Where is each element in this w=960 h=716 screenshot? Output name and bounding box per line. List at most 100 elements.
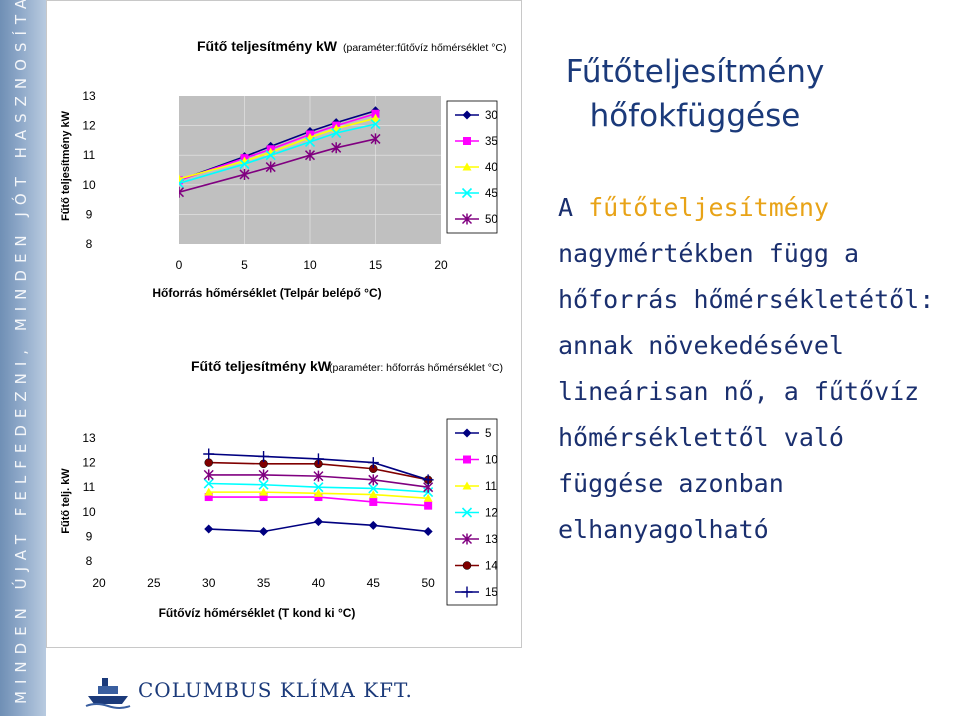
chart2-data-point [204,487,214,496]
chart1-data-point [179,178,185,189]
chart2-data-point [203,478,214,489]
slide-title: Fűtőteljesítmény hőfokfüggése [545,50,845,138]
chart1-data-point [179,186,185,198]
chart2-data-point [368,490,378,499]
chart1-data-point [331,142,342,154]
sidebar-banner: MINDEN ÚJAT FELFEDEZNI, MINDEN JÓT HASZN… [0,0,46,716]
chart2-legend-label: 14 [485,561,498,573]
chart1-series-45 [179,119,381,189]
chart2-y-axis-label: Fűtő telj. kW [60,468,72,534]
chart2-series-12 [203,478,434,498]
chart2-x-tick-label: 40 [312,576,326,590]
chart2-series-15 [203,448,434,486]
chart1-legend-marker [461,213,473,225]
chart2-legend-marker [462,428,472,438]
slide-title-line1: Fűtőteljesítmény [565,54,825,90]
chart2-data-point [259,526,269,536]
chart2-y-tick-label: 13 [82,431,96,445]
chart1-legend-marker [461,187,473,199]
chart1-legend-label: 40 [485,162,498,174]
chart1-x-tick-label: 0 [176,258,183,272]
chart2-y-tick-label: 8 [86,554,93,568]
chart1-data-point [239,168,250,180]
chart2-title: Fűtő teljesítmény kW [191,358,332,374]
chart1-data-point [370,133,381,145]
chart2-x-tick-label: 35 [257,576,271,590]
chart1-series-50 [179,133,381,198]
chart2-data-point [367,457,379,469]
chart2-x-tick-label: 25 [147,576,161,590]
chart2-data-point [258,479,269,490]
chart1-x-axis-label: Hőforrás hőmérséklet (Telpár belépő °C) [152,286,381,300]
chart2-data-point [313,488,323,497]
chart1-x-tick-label: 15 [369,258,383,272]
charts-svg: Fűtő teljesítmény kW (paraméter:fűtővíz h… [60,38,507,620]
sidebar-tagline: MINDEN ÚJAT FELFEDEZNI, MINDEN JÓT HASZN… [12,0,30,704]
chart2-data-point [203,448,215,460]
chart2-data-point [203,469,214,481]
chart2-data-point [259,493,268,502]
chart1-y-axis-label: Fűtő teljesítmény kW [60,110,72,221]
chart2-y-tick-label: 10 [82,505,96,519]
chart2-y-tick-label: 9 [86,529,93,543]
chart2-data-point [259,487,269,496]
chart2-legend-label: 13 [485,534,498,546]
chart1-y-tick-label: 12 [82,119,96,133]
chart2-data-point [258,469,269,481]
chart2-series-10 [204,493,433,510]
chart1-data-point [109,195,118,203]
chart2-data-point [368,474,379,486]
chart1-data-point [239,159,250,170]
chart2-data-point [204,458,213,467]
body-highlight: fűtőteljesítmény [588,193,829,222]
chart2-legend-label: 12 [485,508,498,520]
chart1-legend-marker [463,137,471,145]
chart2-plot-area [99,438,483,561]
chart2-data-point [369,497,378,506]
chart2-data-point [423,493,433,502]
chart1-y-tick-label: 8 [86,237,93,251]
chart2-data-point [313,517,323,527]
chart2-legend-label: 10 [485,455,498,467]
chart2-x-axis-label: Fűtővíz hőmérséklet (T kond ki °C) [159,606,356,620]
chart1-y-tick-label: 9 [86,207,93,221]
chart2-data-point [368,483,379,494]
chart1-data-point [371,113,380,122]
chart1-legend-label: 30 [485,110,498,122]
chart2-legend-label: 15 [485,587,498,599]
chart2-x-tick-label: 20 [92,576,106,590]
chart2-x-tick-label: 50 [421,576,435,590]
chart2-y-tick-label: 11 [83,480,96,494]
chart2-data-point [368,520,378,530]
chart2-y-tick-label: 12 [82,456,96,470]
chart1-legend-marker [462,162,472,171]
chart2-legend-marker [461,586,473,598]
chart2-legend-marker [461,507,473,518]
chart1-x-tick-label: 20 [434,258,448,272]
chart2-legend-marker [462,481,472,490]
chart1-group: Fűtő teljesítmény kW (paraméter:fűtővíz h… [60,38,507,300]
chart2-x-tick-label: 45 [367,576,381,590]
chart2-data-point [424,501,433,510]
charts-panel: Fűtő teljesítmény kW (paraméter:fűtővíz h… [46,0,522,648]
chart1-x-tick-label: 10 [303,258,317,272]
chart1-subtitle: (paraméter:fűtővíz hőmérséklet °C) [343,42,507,54]
chart2-data-point [422,474,434,486]
chart1-data-point [110,200,118,208]
chart2-data-point [204,524,214,534]
chart2-data-point [204,493,213,502]
chart2-series-5 [204,517,433,536]
chart2-data-point [313,482,324,493]
chart1-title: Fűtő teljesítmény kW [197,38,338,54]
chart2-legend-marker [463,455,471,464]
chart1-data-point [331,127,342,139]
chart1-legend-marker [462,110,472,120]
chart2-data-point [314,493,323,502]
chart1-y-tick-label: 11 [83,148,96,162]
chart1-data-point [304,136,316,147]
slide-body-text: A fűtőteljesítmény nagymértékben függ a … [558,185,953,553]
chart2-x-tick-label: 30 [202,576,216,590]
chart1-data-point [109,201,118,210]
footer: COLUMBUS KLÍMA KFT. [46,660,520,716]
chart1-data-point [304,149,316,161]
